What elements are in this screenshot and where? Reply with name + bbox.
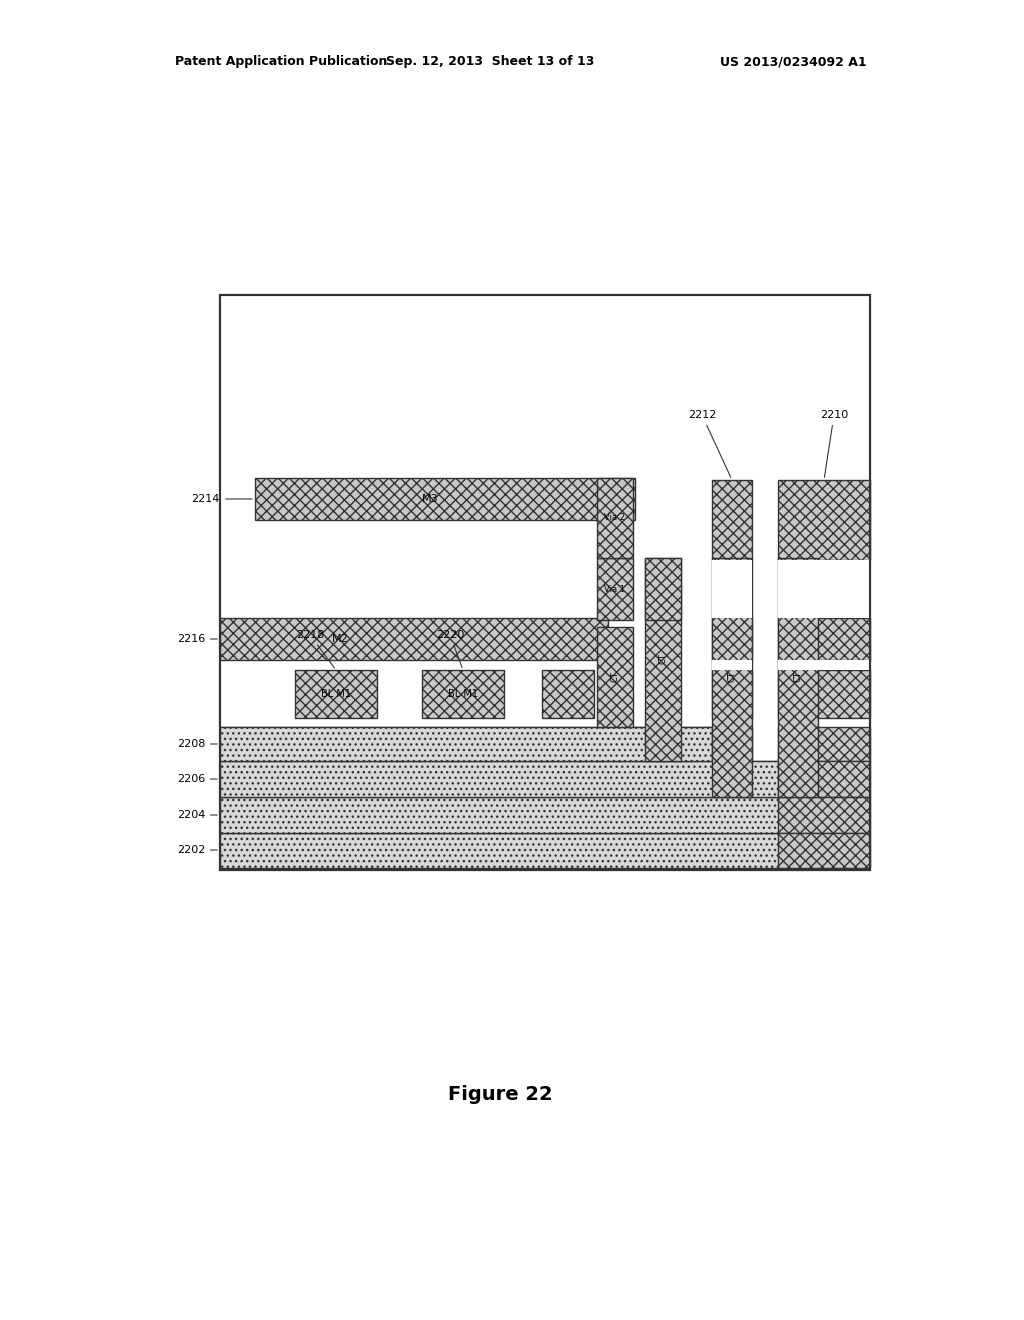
Bar	[712, 671, 752, 718]
Bar	[778, 558, 818, 797]
Bar	[778, 833, 870, 869]
Bar	[220, 727, 750, 762]
Bar	[712, 618, 752, 660]
Bar	[220, 294, 870, 870]
Text: 2202: 2202	[176, 845, 217, 855]
Bar	[778, 797, 870, 833]
Bar	[597, 558, 633, 620]
Text: 2214: 2214	[191, 494, 252, 504]
Text: US 2013/0234092 A1: US 2013/0234092 A1	[720, 55, 866, 69]
Bar	[220, 618, 608, 660]
Text: CT: CT	[727, 672, 736, 682]
Bar	[220, 833, 868, 869]
Bar	[645, 558, 681, 620]
Bar	[712, 727, 752, 762]
Bar	[295, 671, 377, 718]
Bar	[712, 660, 752, 671]
Bar	[778, 762, 870, 797]
Bar	[422, 671, 504, 718]
Text: 2204: 2204	[176, 810, 217, 820]
Bar	[220, 762, 810, 797]
Text: Sep. 12, 2013  Sheet 13 of 13: Sep. 12, 2013 Sheet 13 of 13	[386, 55, 594, 69]
Bar	[542, 671, 594, 718]
Bar	[778, 727, 870, 762]
Text: 2218: 2218	[296, 630, 335, 668]
Bar	[778, 480, 870, 560]
Text: Figure 22: Figure 22	[447, 1085, 552, 1105]
Bar	[778, 660, 870, 671]
Bar	[220, 762, 810, 797]
Bar	[220, 294, 870, 870]
Text: Patent Application Publication: Patent Application Publication	[175, 55, 387, 69]
Text: 2220: 2220	[436, 630, 464, 668]
Text: CT: CT	[610, 672, 620, 682]
Bar	[645, 558, 681, 762]
Bar	[712, 558, 752, 797]
Bar	[712, 480, 752, 560]
Text: M2: M2	[332, 634, 348, 644]
Bar	[778, 560, 870, 618]
Bar	[597, 478, 633, 558]
Bar	[220, 797, 850, 833]
Text: Via 2: Via 2	[604, 513, 626, 523]
Bar	[220, 727, 750, 762]
Text: 2216: 2216	[177, 634, 217, 644]
Text: Via 1: Via 1	[604, 585, 626, 594]
Text: 2210: 2210	[820, 411, 848, 478]
Text: CT: CT	[658, 653, 668, 664]
Bar	[778, 618, 870, 660]
Bar	[220, 797, 850, 833]
Text: 2212: 2212	[688, 411, 731, 478]
Text: CT: CT	[794, 672, 803, 682]
Text: BL M1: BL M1	[321, 689, 351, 700]
Bar	[712, 560, 752, 618]
Bar	[220, 294, 870, 870]
Text: 2206: 2206	[177, 774, 217, 784]
Bar	[255, 478, 635, 520]
Bar	[220, 833, 868, 869]
Text: 2208: 2208	[176, 739, 217, 748]
Text: M3: M3	[422, 494, 438, 504]
Bar	[597, 627, 633, 727]
Bar	[778, 671, 870, 718]
Text: BL M1: BL M1	[449, 689, 478, 700]
